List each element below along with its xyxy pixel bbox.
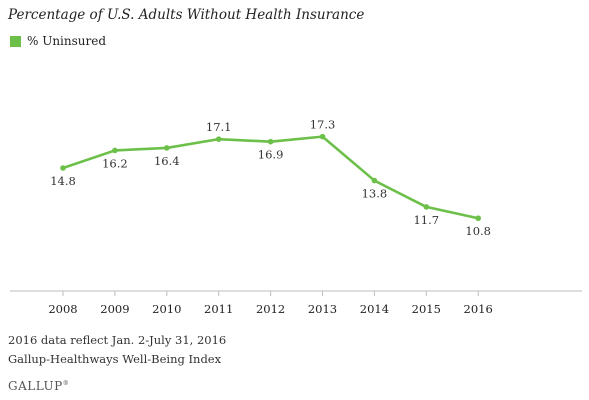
data-point xyxy=(319,133,326,140)
logo-text: GALLUP xyxy=(8,379,63,393)
data-point xyxy=(423,204,430,210)
data-point xyxy=(112,147,118,154)
x-tick-label: 2016 xyxy=(464,302,493,316)
legend-swatch xyxy=(10,35,21,47)
data-label: 14.8 xyxy=(50,174,76,188)
logo-mark: ® xyxy=(62,380,70,387)
x-tick-label: 2014 xyxy=(360,302,389,316)
x-tick-label: 2013 xyxy=(308,302,337,316)
data-label: 16.2 xyxy=(102,156,128,170)
data-point xyxy=(60,165,66,171)
legend: % Uninsured xyxy=(10,34,106,48)
data-point xyxy=(164,145,170,151)
footnote-date-range: 2016 data reflect Jan. 2-July 31, 2016 xyxy=(8,333,227,347)
data-point xyxy=(215,136,222,142)
x-tick-label: 2012 xyxy=(256,302,285,316)
data-point xyxy=(267,138,274,145)
data-label: 16.9 xyxy=(258,148,284,162)
data-point xyxy=(371,177,378,184)
data-point xyxy=(475,215,482,222)
footnote-source: Gallup-Healthways Well-Being Index xyxy=(8,352,222,366)
data-label: 10.8 xyxy=(465,224,491,238)
chart-title: Percentage of U.S. Adults Without Health… xyxy=(8,7,365,23)
data-label: 17.3 xyxy=(310,118,336,132)
x-tick-label: 2008 xyxy=(48,302,77,316)
legend-label: % Uninsured xyxy=(27,34,107,48)
data-label: 13.8 xyxy=(362,187,388,201)
gallup-logo: GALLUP® xyxy=(8,379,69,393)
x-tick-label: 2009 xyxy=(100,302,129,316)
data-label: 17.1 xyxy=(206,120,232,134)
x-tick-label: 2011 xyxy=(204,302,233,316)
data-label: 16.4 xyxy=(154,154,180,168)
x-tick-label: 2015 xyxy=(412,302,441,316)
x-tick-label: 2010 xyxy=(152,302,181,316)
data-label: 11.7 xyxy=(413,213,439,227)
